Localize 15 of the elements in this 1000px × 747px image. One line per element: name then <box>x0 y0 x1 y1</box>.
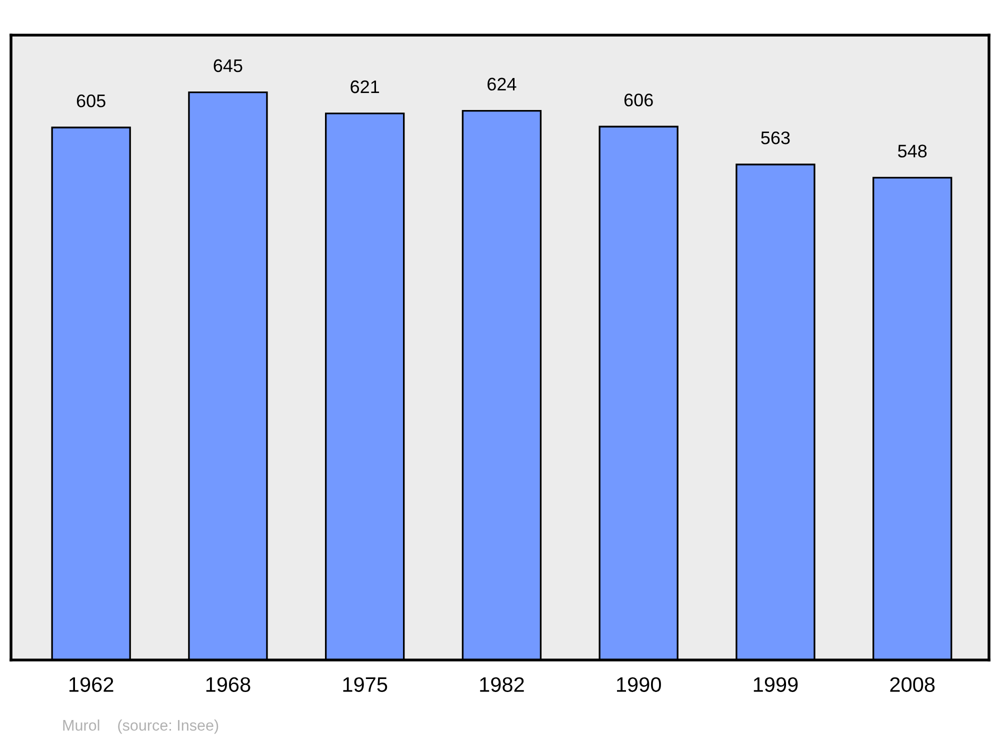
data-label: 548 <box>898 144 927 158</box>
x-tick-label: 1975 <box>343 677 388 692</box>
data-label: 621 <box>350 80 380 94</box>
text: Murol (source: Insee) <box>63 719 218 734</box>
x-tick-label: 1962 <box>69 677 114 692</box>
data-label: 624 <box>488 78 516 91</box>
data-label: 563 <box>761 131 790 144</box>
data-label: 645 <box>214 59 242 72</box>
x-tick-label: 2008 <box>890 677 935 692</box>
x-tick-label: 1999 <box>754 677 798 692</box>
x-tick-label: 1968 <box>206 677 250 692</box>
x-tick-label: 1982 <box>480 677 524 692</box>
x-tick-label: 1990 <box>617 677 661 692</box>
data-label: 606 <box>624 94 653 106</box>
data-label: 605 <box>76 94 106 108</box>
